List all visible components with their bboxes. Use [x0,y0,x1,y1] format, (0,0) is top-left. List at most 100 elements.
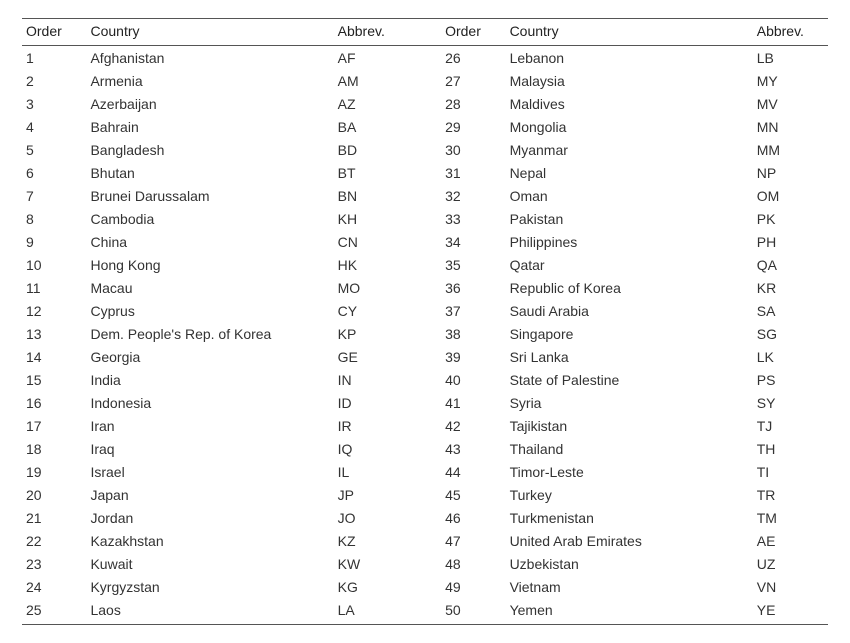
cell-order: 26 [441,46,505,70]
cell-gap [409,414,441,437]
cell-order: 2 [22,69,86,92]
table-row: 4BahrainBA29MongoliaMN [22,115,828,138]
cell-abbrev: HK [334,253,409,276]
col-header-abbrev: Abbrev. [334,19,409,46]
cell-abbrev: MM [753,138,828,161]
cell-order: 39 [441,345,505,368]
table-row: 11MacauMO36Republic of KoreaKR [22,276,828,299]
cell-order: 34 [441,230,505,253]
cell-gap [409,598,441,624]
cell-abbrev: KR [753,276,828,299]
table-row: 20JapanJP45TurkeyTR [22,483,828,506]
cell-country: Myanmar [506,138,753,161]
col-gap [409,19,441,46]
cell-abbrev: TR [753,483,828,506]
cell-order: 21 [22,506,86,529]
cell-country: Azerbaijan [86,92,333,115]
table-row: 10Hong KongHK35QatarQA [22,253,828,276]
col-header-country: Country [86,19,333,46]
cell-abbrev: IN [334,368,409,391]
cell-country: Pakistan [506,207,753,230]
table-row: 1AfghanistanAF26LebanonLB [22,46,828,70]
cell-country: India [86,368,333,391]
cell-country: Jordan [86,506,333,529]
cell-abbrev: SY [753,391,828,414]
cell-gap [409,506,441,529]
cell-abbrev: MN [753,115,828,138]
table-row: 18IraqIQ43ThailandTH [22,437,828,460]
cell-country: Israel [86,460,333,483]
cell-country: Japan [86,483,333,506]
cell-country: Qatar [506,253,753,276]
cell-gap [409,345,441,368]
cell-order: 18 [22,437,86,460]
cell-abbrev: IR [334,414,409,437]
cell-abbrev: MO [334,276,409,299]
table-row: 25LaosLA50YemenYE [22,598,828,624]
cell-abbrev: NP [753,161,828,184]
cell-order: 40 [441,368,505,391]
cell-order: 4 [22,115,86,138]
cell-order: 28 [441,92,505,115]
cell-order: 46 [441,506,505,529]
cell-order: 1 [22,46,86,70]
cell-abbrev: KZ [334,529,409,552]
cell-order: 47 [441,529,505,552]
cell-abbrev: BN [334,184,409,207]
cell-country: Cyprus [86,299,333,322]
cell-order: 3 [22,92,86,115]
cell-abbrev: BD [334,138,409,161]
cell-abbrev: AM [334,69,409,92]
cell-abbrev: JO [334,506,409,529]
cell-country: Bahrain [86,115,333,138]
col-header-order: Order [22,19,86,46]
cell-country: Sri Lanka [506,345,753,368]
cell-gap [409,529,441,552]
cell-gap [409,46,441,70]
cell-order: 17 [22,414,86,437]
cell-country: State of Palestine [506,368,753,391]
cell-country: Vietnam [506,575,753,598]
table-row: 3AzerbaijanAZ28MaldivesMV [22,92,828,115]
cell-abbrev: KG [334,575,409,598]
cell-abbrev: YE [753,598,828,624]
table-row: 22KazakhstanKZ47United Arab EmiratesAE [22,529,828,552]
cell-abbrev: ID [334,391,409,414]
cell-abbrev: MY [753,69,828,92]
table-row: 19IsraelIL44Timor-LesteTI [22,460,828,483]
table-row: 2ArmeniaAM27MalaysiaMY [22,69,828,92]
cell-country: Kazakhstan [86,529,333,552]
cell-country: Turkmenistan [506,506,753,529]
table-row: 17IranIR42TajikistanTJ [22,414,828,437]
cell-order: 5 [22,138,86,161]
cell-gap [409,299,441,322]
cell-abbrev: UZ [753,552,828,575]
cell-abbrev: AZ [334,92,409,115]
cell-gap [409,483,441,506]
cell-abbrev: IL [334,460,409,483]
cell-abbrev: TJ [753,414,828,437]
cell-country: Timor-Leste [506,460,753,483]
cell-gap [409,276,441,299]
col-header-order: Order [441,19,505,46]
cell-gap [409,437,441,460]
cell-abbrev: AE [753,529,828,552]
table-row: 6BhutanBT31NepalNP [22,161,828,184]
cell-country: Malaysia [506,69,753,92]
cell-country: Brunei Darussalam [86,184,333,207]
cell-gap [409,138,441,161]
cell-gap [409,184,441,207]
cell-gap [409,253,441,276]
table-row: 12CyprusCY37Saudi ArabiaSA [22,299,828,322]
cell-order: 41 [441,391,505,414]
cell-abbrev: QA [753,253,828,276]
cell-order: 32 [441,184,505,207]
cell-gap [409,368,441,391]
cell-country: Uzbekistan [506,552,753,575]
cell-order: 20 [22,483,86,506]
cell-country: Macau [86,276,333,299]
cell-country: Indonesia [86,391,333,414]
cell-order: 37 [441,299,505,322]
cell-order: 48 [441,552,505,575]
cell-order: 7 [22,184,86,207]
